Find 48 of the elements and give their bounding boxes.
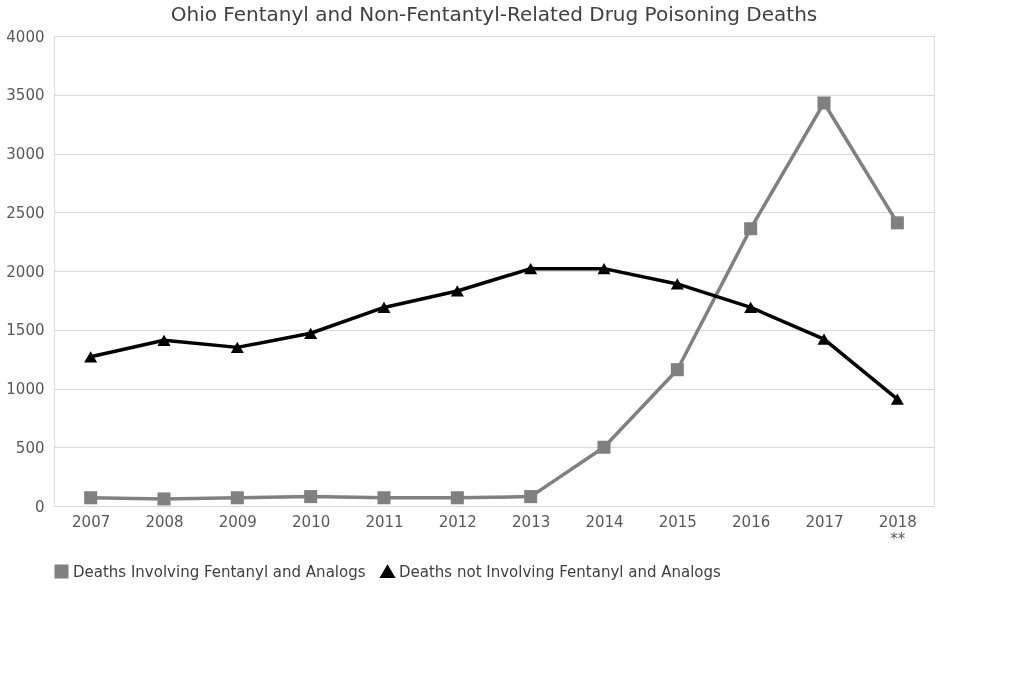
x-tick-label: 2013 [512, 512, 551, 531]
x-tick-label: 2008 [145, 512, 184, 531]
point [524, 490, 538, 504]
point [304, 490, 318, 504]
point [230, 341, 244, 354]
y-tick-label: 0 [34, 497, 45, 516]
point [84, 491, 98, 505]
x-tick-label: 2009 [218, 512, 257, 531]
x-tick-label: 2012 [438, 512, 477, 531]
point [157, 334, 171, 346]
x-tick-label: 2010 [292, 512, 331, 531]
y-tick-label: 4000 [6, 27, 45, 46]
point [84, 351, 98, 363]
point [157, 492, 171, 506]
y-tick-label: 3000 [6, 145, 45, 163]
point [597, 440, 611, 454]
point [450, 285, 464, 297]
point [230, 491, 244, 505]
point [890, 216, 904, 230]
x-tick-label: 2016 [732, 512, 771, 531]
point [304, 327, 318, 339]
point [670, 363, 684, 377]
legend-label: Deaths not Involving Fentanyl and Analogs [399, 562, 722, 581]
point [377, 301, 391, 314]
y-tick-label: 1000 [6, 380, 45, 398]
y-tick-label: 2500 [6, 203, 45, 222]
point [597, 263, 611, 275]
point [890, 393, 904, 405]
x-tick-label: 2018 ** [878, 512, 917, 548]
point [450, 491, 464, 505]
point [817, 333, 831, 345]
point [744, 301, 758, 314]
y-tick-label: 500 [15, 438, 45, 457]
x-tick-label: 2015 [658, 512, 697, 531]
y-tick-label: 3500 [6, 86, 45, 105]
point [744, 222, 758, 236]
x-tick-label: 2017 [805, 512, 844, 531]
point [377, 491, 391, 505]
point [670, 278, 684, 290]
x-tick-label: 2011 [365, 512, 404, 531]
x-tick-label: 2014 [585, 512, 624, 531]
x-tick-label: 2007 [72, 512, 111, 531]
y-tick-label: 1500 [6, 321, 45, 340]
chart-title: Ohio Fentanyl and Non-Fentantyl-Related Drug Poisoning Deaths [170, 2, 818, 26]
legend-label: Deaths Involving Fentanyl and Analogs [73, 562, 366, 581]
point [817, 96, 831, 110]
point [524, 263, 538, 275]
y-tick-label: 2000 [6, 262, 45, 281]
